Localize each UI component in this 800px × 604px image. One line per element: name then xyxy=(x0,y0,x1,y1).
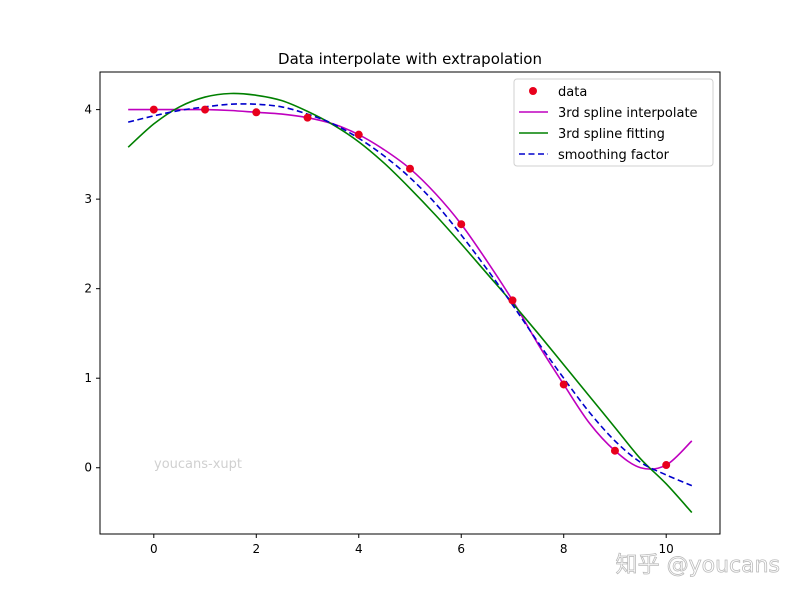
data-point xyxy=(610,446,619,455)
series-line-smoothing-factor xyxy=(127,103,693,487)
watermark: 知乎 @youcans xyxy=(616,553,780,578)
legend-marker xyxy=(529,87,537,95)
plot-frame xyxy=(99,71,721,535)
data-point xyxy=(406,164,414,173)
x-tick-label: 4 xyxy=(355,542,363,556)
x-tick-label: 10 xyxy=(659,542,674,556)
legend-label: 3rd spline fitting xyxy=(558,127,665,142)
legend: data 3rd spline interpolate 3rd spline fit… xyxy=(513,78,714,167)
data-point xyxy=(457,220,466,229)
legend-label: 3rd spline interpolate xyxy=(558,106,698,121)
y-tick-label: 1 xyxy=(84,371,92,385)
data-point xyxy=(149,105,158,114)
y-tick-label: 2 xyxy=(84,282,92,296)
y-tick-label: 4 xyxy=(84,103,92,117)
x-tick-label: 8 xyxy=(560,542,568,556)
data-point xyxy=(662,461,671,470)
x-tick-label: 6 xyxy=(457,542,465,556)
legend-label: smoothing factor xyxy=(558,148,670,163)
data-point xyxy=(252,108,261,117)
data-point xyxy=(559,380,568,389)
x-tick-label: 0 xyxy=(150,542,158,556)
y-tick-label: 3 xyxy=(84,192,92,206)
x-tick-label: 2 xyxy=(252,542,260,556)
y-tick-label: 0 xyxy=(84,461,92,475)
series-line-3rd-spline-fitting xyxy=(127,92,693,514)
annotation-youcans-xupt: youcans-xupt xyxy=(154,457,242,472)
chart-title: Data interpolate with extrapolation xyxy=(278,50,542,68)
data-point xyxy=(201,105,210,114)
data-point xyxy=(354,130,363,139)
legend-label: data xyxy=(558,85,587,100)
data-point xyxy=(303,113,312,122)
data-point xyxy=(508,296,517,305)
